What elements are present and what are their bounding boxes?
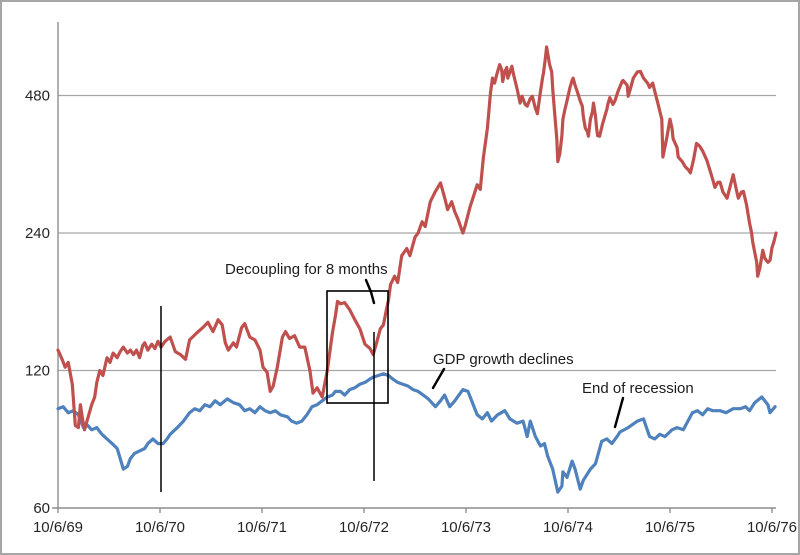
y-tick-label: 480 (25, 88, 50, 105)
annotation-decoupling-for-8-months: Decoupling for 8 months (225, 261, 388, 278)
annotation-leader (613, 396, 625, 429)
y-tick-label: 120 (25, 363, 50, 380)
x-tick-label: 10/6/76 (747, 519, 797, 536)
series-blue-series (56, 372, 777, 494)
y-tick-label: 60 (33, 500, 50, 517)
y-tick-label: 240 (25, 225, 50, 242)
highlight-box (326, 290, 389, 404)
annotation-leader (431, 367, 446, 390)
annotation-leader (364, 278, 376, 305)
x-tick-label: 10/6/71 (237, 519, 287, 536)
series-red-series (56, 45, 778, 432)
annotation-end-of-recession: End of recession (582, 380, 694, 397)
x-tick-label: 10/6/70 (135, 519, 185, 536)
x-tick-label: 10/6/69 (33, 519, 83, 536)
annotation-gdp-growth-declines: GDP growth declines (433, 351, 574, 368)
x-tick-label: 10/6/75 (645, 519, 695, 536)
x-tick-label: 10/6/73 (441, 519, 491, 536)
x-tick-label: 10/6/74 (543, 519, 593, 536)
x-tick-label: 10/6/72 (339, 519, 389, 536)
